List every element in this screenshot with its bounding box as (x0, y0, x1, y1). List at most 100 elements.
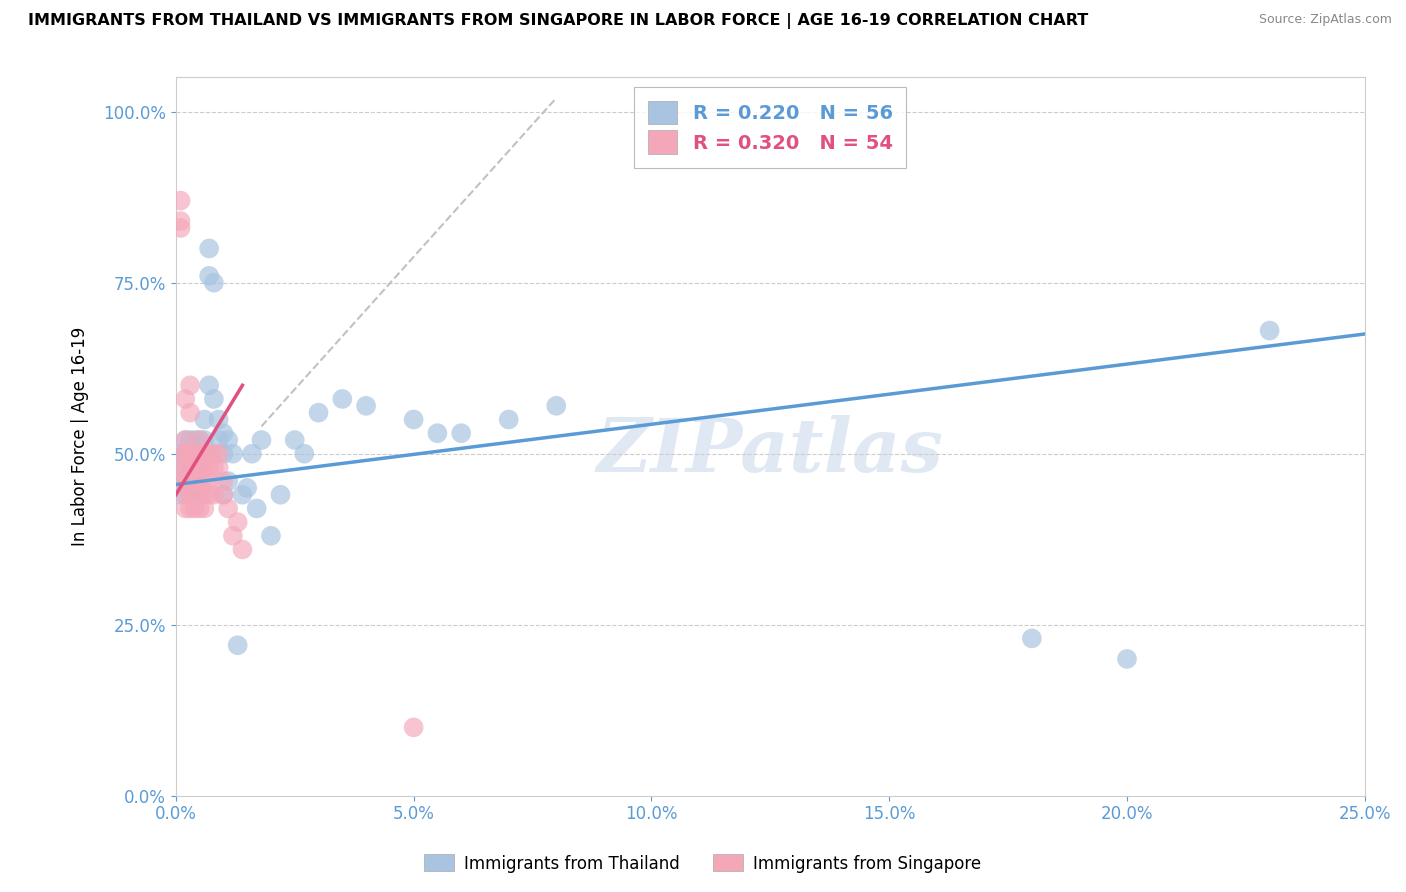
Point (193, 433, 215, 447)
Point (169, 221, 191, 235)
Point (292, 447, 315, 461)
Point (212, 488, 235, 502)
Point (184, 501, 207, 516)
Point (202, 447, 225, 461)
Point (184, 433, 207, 447)
Point (269, 488, 291, 502)
Point (202, 276, 225, 290)
Point (212, 488, 235, 502)
Point (188, 447, 211, 461)
Point (231, 542, 253, 557)
Point (354, 399, 377, 413)
Point (188, 433, 211, 447)
Point (179, 474, 201, 488)
Point (179, 488, 201, 502)
Point (284, 433, 307, 447)
Point (222, 529, 245, 543)
Point (546, 399, 568, 413)
Point (402, 720, 425, 734)
Point (202, 488, 225, 502)
Point (174, 392, 197, 406)
Point (179, 501, 201, 516)
Point (222, 447, 245, 461)
Point (402, 412, 425, 426)
Point (188, 474, 211, 488)
Point (193, 447, 215, 461)
Point (198, 378, 221, 392)
Point (188, 433, 211, 447)
Point (188, 501, 211, 516)
Point (179, 447, 201, 461)
Point (217, 501, 239, 516)
Point (212, 474, 235, 488)
Text: IMMIGRANTS FROM THAILAND VS IMMIGRANTS FROM SINGAPORE IN LABOR FORCE | AGE 16-19: IMMIGRANTS FROM THAILAND VS IMMIGRANTS F… (28, 13, 1088, 29)
Point (179, 433, 201, 447)
Point (450, 426, 472, 441)
Point (208, 460, 231, 475)
Point (179, 488, 201, 502)
Point (198, 488, 221, 502)
Point (188, 460, 211, 475)
Point (1258, 324, 1281, 338)
Point (498, 412, 520, 426)
Point (330, 392, 353, 406)
Point (169, 474, 191, 488)
Point (193, 460, 215, 475)
Point (174, 488, 197, 502)
Point (169, 488, 191, 502)
Point (198, 474, 221, 488)
Point (174, 447, 197, 461)
Point (179, 447, 201, 461)
Legend: R = 0.220   N = 56, R = 0.320   N = 54: R = 0.220 N = 56, R = 0.320 N = 54 (634, 87, 907, 168)
Point (179, 460, 201, 475)
Point (184, 460, 207, 475)
Point (179, 406, 201, 420)
Point (193, 447, 215, 461)
Point (174, 481, 197, 495)
Point (198, 460, 221, 475)
Point (308, 406, 330, 420)
Point (174, 433, 197, 447)
Point (240, 447, 263, 461)
Point (198, 447, 221, 461)
Point (202, 460, 225, 475)
Point (193, 474, 215, 488)
Point (193, 412, 215, 426)
Point (179, 378, 201, 392)
Point (426, 426, 449, 441)
Point (212, 447, 235, 461)
Point (208, 433, 231, 447)
Text: ZIPatlas: ZIPatlas (598, 415, 943, 487)
Y-axis label: In Labor Force | Age 16-19: In Labor Force | Age 16-19 (72, 327, 89, 546)
Point (246, 501, 269, 516)
Point (179, 447, 201, 461)
Legend: Immigrants from Thailand, Immigrants from Singapore: Immigrants from Thailand, Immigrants fro… (418, 847, 988, 880)
Point (226, 515, 249, 529)
Point (184, 447, 207, 461)
Point (169, 474, 191, 488)
Point (208, 412, 231, 426)
Point (174, 474, 197, 488)
Point (202, 392, 225, 406)
Point (198, 242, 221, 256)
Point (179, 474, 201, 488)
Point (169, 214, 191, 228)
Point (231, 488, 253, 502)
Point (174, 447, 197, 461)
Point (250, 433, 273, 447)
Point (174, 460, 197, 475)
Point (217, 474, 239, 488)
Point (184, 460, 207, 475)
Point (169, 460, 191, 475)
Point (174, 460, 197, 475)
Point (174, 433, 197, 447)
Point (179, 460, 201, 475)
Point (1116, 652, 1139, 666)
Point (236, 481, 259, 495)
Point (188, 488, 211, 502)
Point (212, 426, 235, 441)
Point (208, 447, 231, 461)
Point (184, 447, 207, 461)
Point (184, 474, 207, 488)
Point (226, 638, 249, 652)
